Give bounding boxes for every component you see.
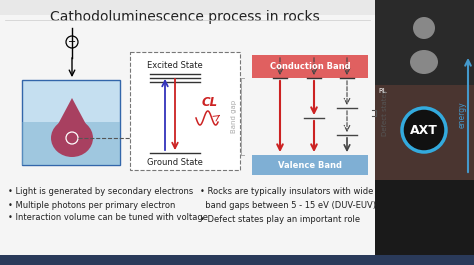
Text: Ground State: Ground State <box>147 158 203 167</box>
Ellipse shape <box>410 50 438 74</box>
Text: −: − <box>68 37 76 47</box>
Polygon shape <box>56 98 88 128</box>
Text: • Multiple photons per primary electron: • Multiple photons per primary electron <box>8 201 175 210</box>
Bar <box>375 180 474 265</box>
Bar <box>0 15 375 265</box>
Text: • Defect states play an important role: • Defect states play an important role <box>200 215 360 224</box>
Text: Defect states: Defect states <box>382 90 388 136</box>
Circle shape <box>402 108 446 152</box>
Bar <box>130 52 240 170</box>
Text: Excited State: Excited State <box>147 61 203 70</box>
Text: RL: RL <box>378 88 387 94</box>
Circle shape <box>413 17 435 39</box>
Ellipse shape <box>51 119 93 157</box>
Text: AXT: AXT <box>410 123 438 136</box>
Bar <box>22 80 120 165</box>
Text: CL: CL <box>202 96 218 109</box>
Text: • Interaction volume can be tuned with voltage: • Interaction volume can be tuned with v… <box>8 214 208 223</box>
Bar <box>252 155 368 175</box>
Text: energy: energy <box>457 102 466 128</box>
Text: Valence Band: Valence Band <box>278 161 342 170</box>
Bar <box>375 85 474 180</box>
Text: • Rocks are typically insulators with wide: • Rocks are typically insulators with wi… <box>200 188 374 197</box>
Text: • Light is generated by secondary electrons: • Light is generated by secondary electr… <box>8 188 193 197</box>
Bar <box>0 255 474 265</box>
Text: Cathodoluminescence process in rocks: Cathodoluminescence process in rocks <box>50 10 320 24</box>
Bar <box>22 122 120 165</box>
Text: Band gap: Band gap <box>231 100 237 133</box>
Text: band gaps between 5 - 15 eV (DUV-EUV): band gaps between 5 - 15 eV (DUV-EUV) <box>200 201 376 210</box>
Bar <box>252 55 368 78</box>
Text: Conduction Band: Conduction Band <box>270 62 350 71</box>
Bar <box>375 0 474 85</box>
